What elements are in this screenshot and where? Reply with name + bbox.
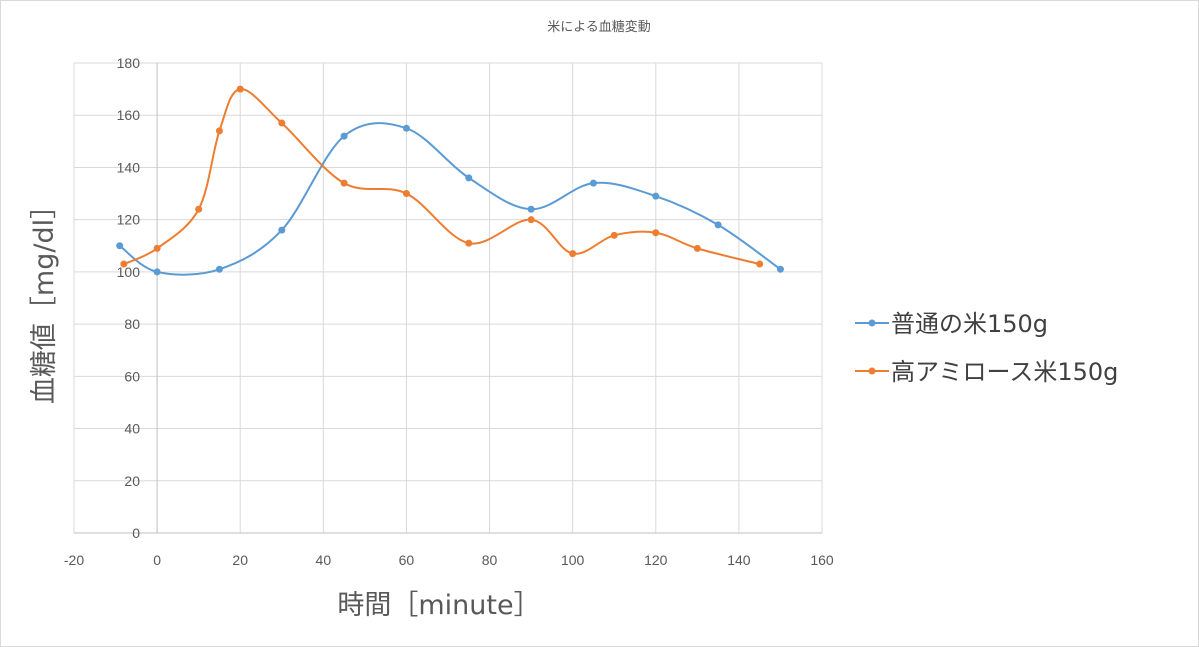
data-point xyxy=(116,242,124,250)
data-point xyxy=(153,244,161,252)
data-point xyxy=(569,250,577,258)
data-point xyxy=(195,205,203,213)
data-point xyxy=(527,205,535,213)
legend-label: 普通の米150g xyxy=(891,310,1048,338)
x-tick-label: 80 xyxy=(482,552,498,568)
y-tick-label: 100 xyxy=(117,264,141,280)
legend-marker xyxy=(868,319,876,327)
legend-marker xyxy=(868,367,876,375)
y-tick-label: 0 xyxy=(132,525,140,541)
data-point xyxy=(652,229,660,237)
legend-entry: 普通の米150g xyxy=(855,310,1048,338)
y-tick-label: 180 xyxy=(117,55,141,71)
data-point xyxy=(589,179,597,187)
data-point xyxy=(278,226,286,234)
y-tick-label: 160 xyxy=(117,107,141,123)
series-2 xyxy=(120,85,764,268)
x-axis-label: 時間［minute］ xyxy=(337,590,540,621)
data-point xyxy=(693,244,701,252)
legend: 普通の米150g 高アミロース米150g xyxy=(855,310,1118,386)
y-tick-label: 120 xyxy=(117,212,141,228)
chart-title: 米による血糖変動 xyxy=(547,19,651,35)
x-tick-label: 120 xyxy=(644,552,668,568)
x-tick-label: 160 xyxy=(810,552,834,568)
data-point xyxy=(215,265,223,273)
y-axis-label: 血糖値［mg/dl］ xyxy=(29,192,60,404)
x-tick-label: 0 xyxy=(153,552,161,568)
data-point xyxy=(652,192,660,200)
x-tick-label: 40 xyxy=(316,552,332,568)
y-tick-label: 20 xyxy=(124,473,140,489)
tick-labels: 0 20 40 60 80 100 120 140 160 180 -20 0 20 40 60 80 100 1… xyxy=(64,55,834,568)
data-point xyxy=(340,179,348,187)
data-point xyxy=(153,268,161,276)
x-tick-label: -20 xyxy=(64,552,84,568)
y-tick-label: 140 xyxy=(117,159,141,175)
y-tick-label: 80 xyxy=(124,316,140,332)
data-point xyxy=(340,132,348,140)
data-point xyxy=(465,174,473,182)
x-tick-label: 60 xyxy=(399,552,415,568)
legend-entry: 高アミロース米150g xyxy=(855,358,1118,386)
x-tick-label: 20 xyxy=(232,552,248,568)
data-point xyxy=(402,124,410,132)
data-point xyxy=(527,216,535,224)
legend-label: 高アミロース米150g xyxy=(891,358,1118,386)
data-point xyxy=(465,239,473,247)
data-point xyxy=(215,127,223,135)
data-point xyxy=(756,260,764,268)
x-tick-label: 100 xyxy=(561,552,585,568)
y-tick-label: 60 xyxy=(124,368,140,384)
data-point xyxy=(610,231,618,239)
series-line xyxy=(119,122,782,276)
y-tick-label: 40 xyxy=(124,421,140,437)
series-1 xyxy=(116,122,784,276)
data-point xyxy=(402,190,410,198)
axes xyxy=(74,63,822,534)
series-group xyxy=(116,85,784,276)
x-tick-label: 140 xyxy=(727,552,751,568)
data-point xyxy=(714,221,722,229)
data-point xyxy=(120,260,128,268)
data-point xyxy=(236,85,244,93)
grid-lines xyxy=(73,62,823,533)
data-point xyxy=(278,119,286,127)
data-point xyxy=(776,265,784,273)
